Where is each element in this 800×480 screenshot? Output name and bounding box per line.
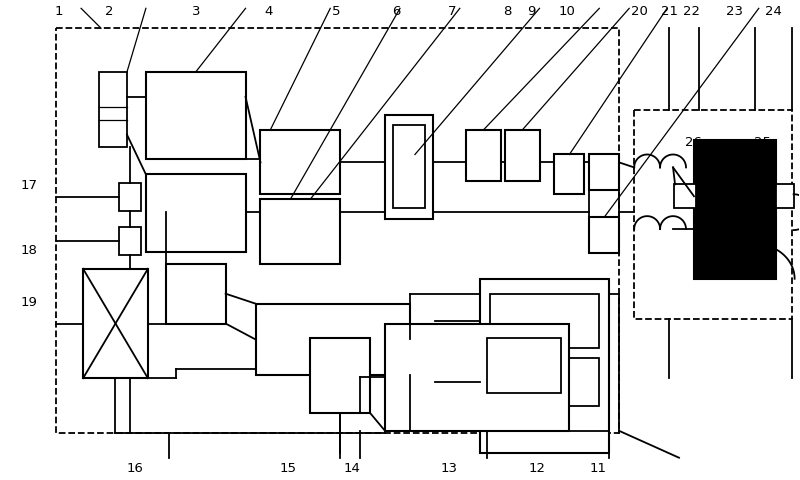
Text: 23: 23	[726, 5, 743, 18]
Bar	[674, 185, 696, 209]
Bar	[694, 140, 776, 279]
Text: 9: 9	[527, 5, 536, 18]
Text: 16: 16	[127, 461, 144, 474]
Bar	[119, 184, 141, 212]
Text: 1: 1	[54, 5, 63, 18]
Text: 15: 15	[280, 461, 297, 474]
Bar	[166, 264, 226, 324]
Text: 5: 5	[332, 5, 341, 18]
Text: 6: 6	[392, 5, 400, 18]
Bar	[261, 131, 340, 195]
Bar	[261, 200, 340, 264]
Bar	[99, 73, 127, 147]
Bar	[490, 294, 599, 348]
Text: 25: 25	[754, 136, 771, 149]
Text: 12: 12	[529, 461, 546, 474]
Bar	[385, 324, 570, 431]
Text: 10: 10	[559, 5, 576, 18]
Text: 14: 14	[344, 461, 361, 474]
Text: 22: 22	[683, 5, 700, 18]
Text: 24: 24	[765, 5, 782, 18]
Text: 19: 19	[21, 296, 38, 309]
Text: 7: 7	[447, 5, 456, 18]
Bar	[385, 116, 433, 220]
Bar	[490, 359, 599, 406]
Bar	[255, 304, 410, 375]
Bar	[554, 155, 584, 195]
Bar	[776, 185, 794, 209]
Bar	[590, 217, 619, 253]
Bar	[590, 155, 619, 191]
Bar	[466, 131, 501, 182]
Bar	[634, 110, 792, 319]
Text: 4: 4	[264, 5, 273, 18]
Bar	[119, 228, 141, 255]
Bar	[310, 339, 370, 413]
Bar	[56, 29, 619, 433]
Text: 26: 26	[685, 136, 702, 149]
Text: 3: 3	[193, 5, 201, 18]
Bar	[393, 125, 425, 209]
Text: 2: 2	[105, 5, 114, 18]
Text: 13: 13	[441, 461, 458, 474]
Bar	[480, 279, 610, 453]
Bar	[146, 73, 246, 160]
Text: 20: 20	[630, 5, 648, 18]
Text: 8: 8	[503, 5, 512, 18]
Text: 18: 18	[21, 243, 38, 256]
Text: 17: 17	[21, 179, 38, 192]
Text: 11: 11	[590, 461, 606, 474]
Bar	[83, 269, 148, 378]
Bar	[505, 131, 539, 182]
Bar	[486, 339, 562, 393]
Text: 21: 21	[661, 5, 678, 18]
Bar	[146, 175, 246, 252]
